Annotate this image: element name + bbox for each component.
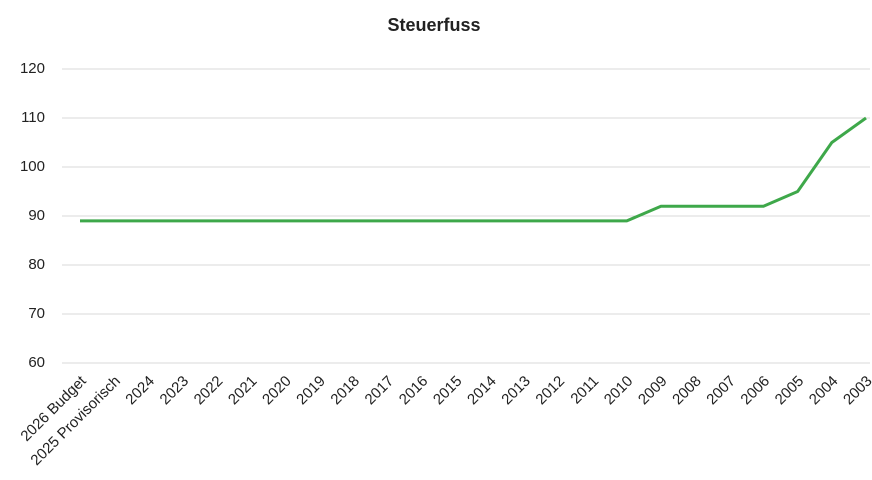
x-tick-label: 2014: [464, 373, 500, 409]
y-tick-label: 80: [28, 256, 45, 273]
y-tick-label: 100: [20, 158, 45, 175]
x-tick-label: 2008: [669, 373, 705, 409]
x-tick-label: 2004: [806, 373, 842, 409]
x-tick-label: 2006: [737, 373, 773, 409]
x-tick-label: 2021: [225, 373, 261, 409]
y-tick-label: 120: [20, 60, 45, 77]
x-tick-label: 2018: [327, 373, 363, 409]
y-tick-label: 110: [21, 109, 45, 126]
line-series: [80, 116, 867, 223]
x-tick-label: 2019: [293, 373, 329, 409]
x-tick-label: 2016: [396, 373, 432, 409]
y-tick-label: 90: [28, 207, 45, 224]
x-tick-label: 2023: [157, 373, 193, 409]
x-tick-label: 2010: [601, 373, 637, 409]
x-tick-label: 2005: [772, 373, 808, 409]
x-tick-label: 2012: [532, 373, 568, 409]
x-tick-label: 2024: [122, 373, 158, 409]
x-tick-label: 2011: [567, 373, 602, 408]
x-tick-label: 2017: [362, 373, 398, 409]
y-tick-label: 60: [28, 354, 45, 371]
x-tick-label: 2007: [703, 373, 739, 409]
x-tick-label: 2013: [498, 373, 534, 409]
chart-title: Steuerfuss: [387, 15, 480, 35]
x-tick-label: 2003: [840, 373, 872, 409]
x-tick-label: 2015: [430, 373, 466, 409]
x-tick-label: 2009: [635, 373, 671, 409]
x-tick-label: 2022: [191, 373, 227, 409]
y-tick-label: 70: [28, 305, 45, 322]
x-tick-label: 2020: [259, 373, 295, 409]
